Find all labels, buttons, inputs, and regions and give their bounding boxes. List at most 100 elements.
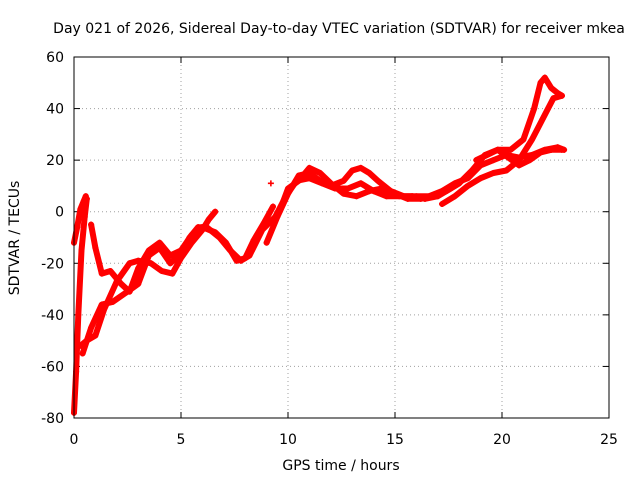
y-tick-label: -40 <box>41 308 64 324</box>
data-point <box>456 180 463 187</box>
data-point <box>135 265 142 272</box>
chart-title: Day 021 of 2026, Sidereal Day-to-day VTE… <box>53 21 625 37</box>
data-point <box>528 136 535 143</box>
data-point <box>374 177 381 184</box>
series-track-9 <box>473 146 565 169</box>
data-point <box>531 105 538 112</box>
data-point <box>126 260 133 267</box>
data-point <box>430 193 437 200</box>
data-point <box>548 84 555 91</box>
y-tick-label: -60 <box>41 359 64 375</box>
data-point <box>548 146 555 153</box>
data-points <box>71 74 568 416</box>
data-point <box>469 167 476 174</box>
data-point <box>98 301 105 308</box>
data-point <box>77 206 84 213</box>
data-point <box>274 213 281 220</box>
data-point <box>490 157 497 164</box>
data-point <box>169 270 176 277</box>
data-point <box>79 350 86 357</box>
data-point <box>340 190 347 197</box>
grid <box>74 57 609 418</box>
y-axis-label: SDTVAR / TECUs <box>7 181 23 296</box>
data-point <box>558 146 565 153</box>
data-point <box>295 177 302 184</box>
isolated-points <box>267 180 274 187</box>
data-point <box>379 185 386 192</box>
y-tick-label: 0 <box>55 205 64 221</box>
data-point <box>259 226 266 233</box>
data-point <box>263 239 270 246</box>
series-trace <box>79 175 463 357</box>
data-point <box>267 180 274 187</box>
data-point <box>505 154 512 161</box>
x-tick-label: 20 <box>493 432 511 448</box>
data-point <box>81 213 88 220</box>
data-point <box>158 268 165 275</box>
data-point <box>404 195 411 202</box>
data-point <box>92 332 99 339</box>
data-point <box>276 208 283 215</box>
y-tick-label: 60 <box>46 50 64 66</box>
data-point <box>507 146 514 153</box>
x-axis-label: GPS time / hours <box>282 458 399 474</box>
data-point <box>349 167 356 174</box>
data-point <box>473 157 480 164</box>
plot-frame <box>73 56 610 419</box>
series-track-8 <box>439 92 565 207</box>
data-point <box>227 247 234 254</box>
y-tick-label: 20 <box>46 153 64 169</box>
data-point <box>82 193 89 200</box>
data-point <box>156 239 163 246</box>
data-point <box>417 195 424 202</box>
data-point <box>392 190 398 197</box>
x-tick-label: 25 <box>600 432 618 448</box>
tick-labels: 0 5 10 15 20 25 -80 -60 -40 -20 0 20 40 60 <box>41 50 618 448</box>
data-point <box>75 311 82 318</box>
data-point <box>88 324 95 331</box>
data-point <box>477 175 484 182</box>
data-point <box>205 216 212 223</box>
data-point <box>344 185 351 192</box>
data-point <box>541 74 548 81</box>
data-point <box>78 247 85 254</box>
series-track-1 <box>71 195 90 416</box>
data-point <box>74 224 81 231</box>
data-point <box>353 193 360 200</box>
data-point <box>92 244 99 251</box>
data-point <box>503 167 510 174</box>
y-tick-label: 40 <box>46 102 64 118</box>
data-point <box>494 146 501 153</box>
y-tick-label: -20 <box>41 256 64 272</box>
data-point <box>270 203 277 210</box>
data-point <box>285 185 291 192</box>
data-point <box>539 115 546 122</box>
data-point <box>88 221 95 228</box>
data-point <box>306 164 313 171</box>
data-point <box>195 224 202 231</box>
data-point <box>366 188 373 195</box>
data-point <box>464 182 471 189</box>
data-point <box>439 200 446 207</box>
data-point <box>156 244 163 251</box>
data-point <box>443 188 450 195</box>
data-point <box>237 257 244 264</box>
data-point <box>537 149 544 156</box>
data-point <box>80 198 87 205</box>
data-point <box>212 208 219 215</box>
data-point <box>340 177 347 184</box>
data-point <box>317 177 324 184</box>
data-point <box>520 136 527 143</box>
data-point <box>484 151 491 158</box>
data-point <box>366 170 373 177</box>
data-point <box>526 157 533 164</box>
data-point <box>107 268 114 275</box>
x-tick-label: 10 <box>279 432 297 448</box>
data-point <box>317 170 324 177</box>
series-track-3 <box>77 208 219 349</box>
data-point <box>178 249 184 256</box>
y-tick-label: -80 <box>41 411 64 427</box>
x-tick-label: 0 <box>70 432 79 448</box>
